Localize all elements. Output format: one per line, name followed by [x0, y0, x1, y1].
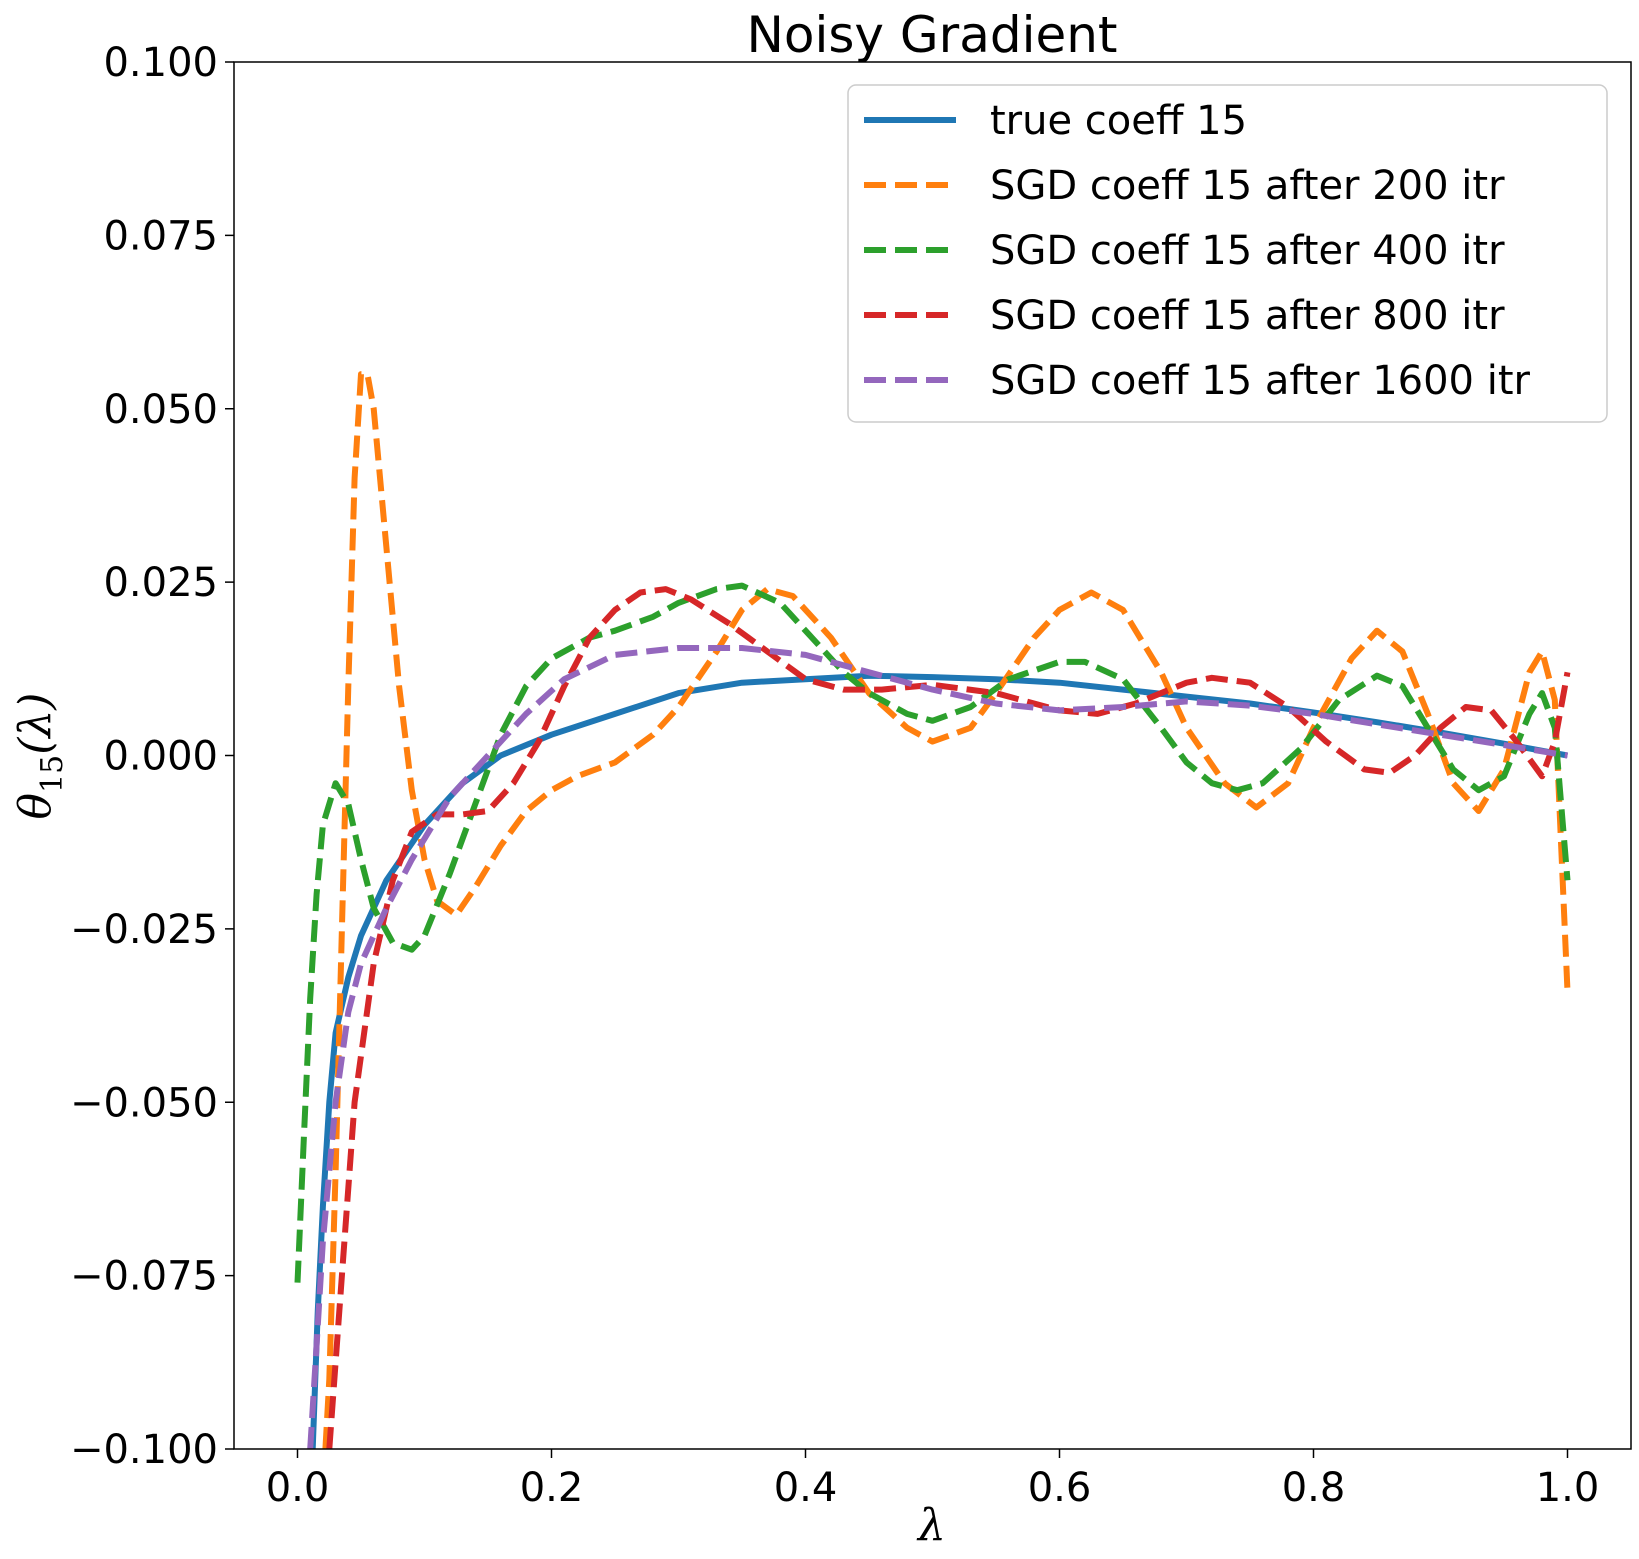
x-tick-label: 0.6: [1028, 1465, 1092, 1511]
y-tick-label: 0.075: [103, 213, 218, 259]
y-tick-label: −0.075: [70, 1254, 218, 1300]
y-tick-label: 0.025: [103, 560, 218, 606]
y-axis-label: θ15(λ): [10, 693, 70, 820]
y-axis-label-main: θ: [10, 793, 61, 820]
x-tick-label: 1.0: [1536, 1465, 1600, 1511]
y-tick-label: 0.050: [103, 387, 218, 433]
series-line-4: [307, 645, 1568, 1449]
legend-label: SGD coeff 15 after 1600 itr: [990, 358, 1531, 404]
legend: true coeff 15 SGD coeff 15 after 200 itr S…: [847, 84, 1608, 423]
legend-box: [847, 84, 1608, 423]
y-axis-label-tail: (λ): [10, 693, 61, 755]
x-axis-label: λ: [916, 1500, 946, 1551]
legend-label: SGD coeff 15 after 200 itr: [990, 163, 1505, 209]
x-tick-label: 0.4: [774, 1465, 838, 1511]
y-tick-label: 0.000: [103, 734, 218, 780]
x-axis: 0.0 0.2 0.4 0.6 0.8 1.0: [266, 1449, 1600, 1511]
x-tick-label: 0.0: [266, 1465, 330, 1511]
y-axis-label-subscript: 15: [35, 755, 70, 793]
x-tick-label: 0.8: [1282, 1465, 1346, 1511]
legend-label: SGD coeff 15 after 400 itr: [990, 228, 1505, 274]
y-tick-label: −0.100: [70, 1427, 218, 1473]
y-axis: −0.100 −0.075 −0.050 −0.025 0.000 0.025 0.050 0…: [70, 40, 234, 1473]
x-tick-label: 0.2: [520, 1465, 584, 1511]
chart-title: Noisy Gradient: [746, 6, 1117, 64]
y-tick-label: −0.050: [70, 1080, 218, 1126]
series-line-3: [326, 586, 1571, 1449]
series-layer: [294, 371, 1571, 1449]
y-tick-label: −0.025: [70, 907, 218, 953]
legend-label: SGD coeff 15 after 800 itr: [990, 293, 1505, 339]
legend-label: true coeff 15: [990, 98, 1247, 144]
series-line-0: [309, 672, 1569, 1449]
y-tick-label: 0.100: [103, 40, 218, 86]
series-line-1: [322, 371, 1571, 1449]
